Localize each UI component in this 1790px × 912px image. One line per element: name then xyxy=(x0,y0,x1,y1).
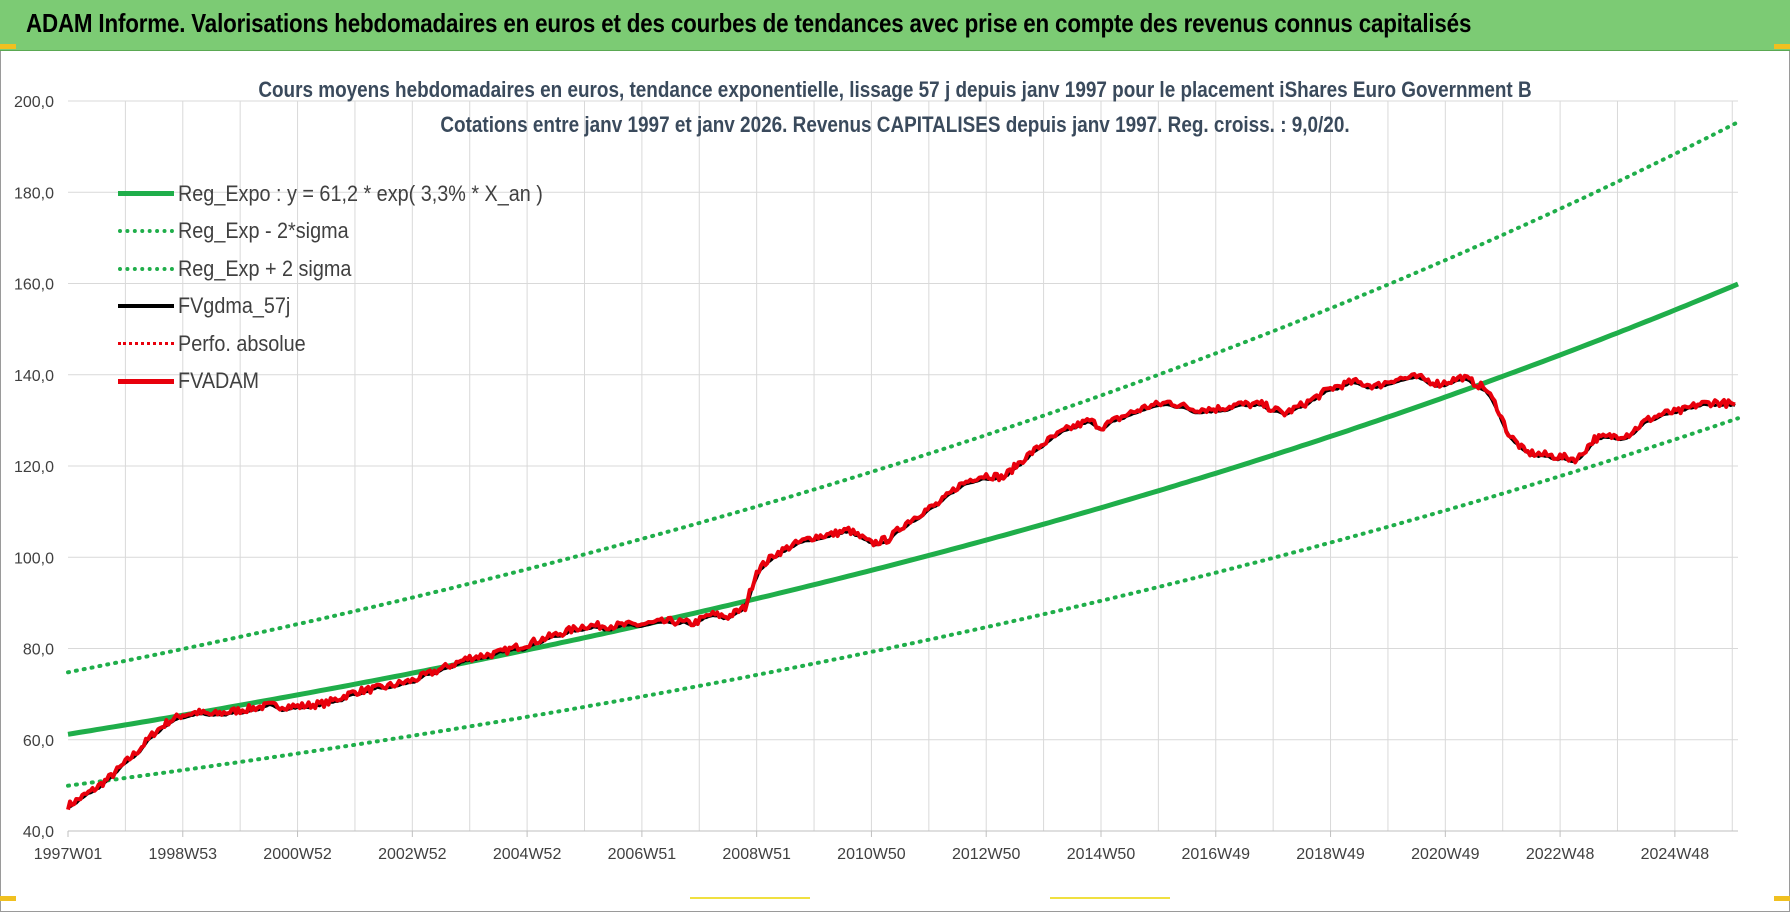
legend-swatch-perfo xyxy=(118,342,174,346)
legend-item-fvadam: FVADAM xyxy=(118,363,583,401)
corner-mark-top-left xyxy=(0,44,16,49)
x-tick-label-2: 2000W52 xyxy=(263,846,332,863)
bottom-accent-1 xyxy=(690,897,810,899)
x-tick-label-11: 2018W49 xyxy=(1296,846,1365,863)
corner-mark-top-right xyxy=(1774,44,1790,49)
y-tick-label-2: 80,0 xyxy=(23,642,54,659)
x-tick-label-12: 2020W49 xyxy=(1411,846,1480,863)
y-tick-label-1: 60,0 xyxy=(23,733,54,750)
x-tick-label-0: 1997W01 xyxy=(34,846,103,863)
y-tick-label-6: 160,0 xyxy=(14,277,54,294)
y-tick-label-4: 120,0 xyxy=(14,459,54,476)
series-fvgdma-57j xyxy=(67,375,1736,809)
series-layer xyxy=(66,120,1740,811)
legend-item-reg-expo: Reg_Expo : y = 61,2 * exp( 3,3% * X_an ) xyxy=(118,175,583,213)
legend-item-perfo: Perfo. absolue xyxy=(118,325,583,363)
chart-title: Cours moyens hebdomadaires en euros, ten… xyxy=(0,72,1790,142)
legend-swatch-reg-minus xyxy=(118,229,174,234)
y-tick-label-7: 180,0 xyxy=(14,185,54,202)
legend-swatch-reg-expo xyxy=(118,191,174,197)
legend-swatch-reg-plus xyxy=(118,266,174,271)
x-tick-label-13: 2022W48 xyxy=(1526,846,1595,863)
x-tick-label-7: 2010W50 xyxy=(837,846,906,863)
legend-label-reg-plus: Reg_Exp + 2 sigma xyxy=(178,255,352,281)
series-reg-plus-2sigma xyxy=(66,120,1740,675)
x-tick-label-3: 2002W52 xyxy=(378,846,447,863)
header-banner: ADAM Informe. Valorisations hebdomadaire… xyxy=(0,0,1790,51)
legend-label-fvadam: FVADAM xyxy=(178,368,260,394)
legend-item-reg-plus: Reg_Exp + 2 sigma xyxy=(118,250,583,288)
bottom-accent-2 xyxy=(1050,897,1170,899)
x-tick-label-10: 2016W49 xyxy=(1182,846,1251,863)
x-tick-label-14: 2024W48 xyxy=(1641,846,1710,863)
legend-label-perfo: Perfo. absolue xyxy=(178,330,306,356)
banner-title: ADAM Informe. Valorisations hebdomadaire… xyxy=(26,8,1472,38)
legend-item-fvgdma: FVgdma_57j xyxy=(118,288,583,326)
y-tick-label-8: 200,0 xyxy=(14,94,54,111)
series-reg-expo xyxy=(67,281,1739,737)
chart-title-line-2: Cotations entre janv 1997 et janv 2026. … xyxy=(440,112,1350,137)
legend-swatch-fvgdma xyxy=(118,304,174,309)
x-tick-label-1: 1998W53 xyxy=(149,846,218,863)
legend-swatch-fvadam xyxy=(118,378,174,384)
series-reg-minus-2sigma xyxy=(66,416,1740,788)
corner-mark-bottom-left xyxy=(0,896,16,901)
y-tick-label-3: 100,0 xyxy=(14,550,54,567)
x-tick-label-4: 2004W52 xyxy=(493,846,562,863)
legend-item-reg-minus: Reg_Exp - 2*sigma xyxy=(118,213,583,251)
series-fvadam xyxy=(66,372,1736,811)
chart-title-line-1: Cours moyens hebdomadaires en euros, ten… xyxy=(258,77,1532,102)
x-tick-label-9: 2014W50 xyxy=(1067,846,1136,863)
corner-mark-bottom-right xyxy=(1774,896,1790,901)
legend-label-reg-minus: Reg_Exp - 2*sigma xyxy=(178,218,349,244)
x-tick-label-8: 2012W50 xyxy=(952,846,1021,863)
x-tick-label-5: 2006W51 xyxy=(608,846,677,863)
y-tick-label-0: 40,0 xyxy=(23,824,54,841)
legend-label-fvgdma: FVgdma_57j xyxy=(178,293,291,319)
axes: 40,0 60,0 80,0 100,0 120,0 140,0 160,0 180,0 200… xyxy=(14,94,1738,863)
x-tick-label-6: 2008W51 xyxy=(722,846,791,863)
y-tick-label-5: 140,0 xyxy=(14,368,54,385)
legend-label-reg-expo: Reg_Expo : y = 61,2 * exp( 3,3% * X_an ) xyxy=(178,180,543,206)
chart-legend: Reg_Expo : y = 61,2 * exp( 3,3% * X_an )… xyxy=(118,175,583,400)
